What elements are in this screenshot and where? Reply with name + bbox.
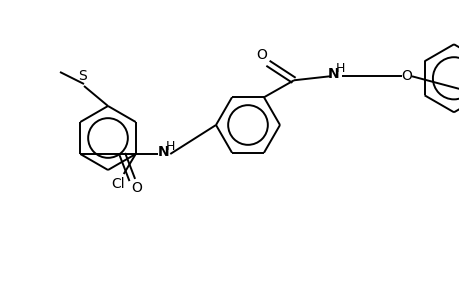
Text: S: S [78, 69, 87, 83]
Text: Cl: Cl [111, 177, 124, 191]
Text: N: N [157, 145, 169, 159]
Text: H: H [165, 140, 174, 152]
Text: O: O [256, 48, 267, 62]
Text: N: N [327, 67, 339, 81]
Text: H: H [335, 62, 344, 75]
Text: O: O [130, 181, 141, 195]
Text: O: O [401, 69, 412, 83]
